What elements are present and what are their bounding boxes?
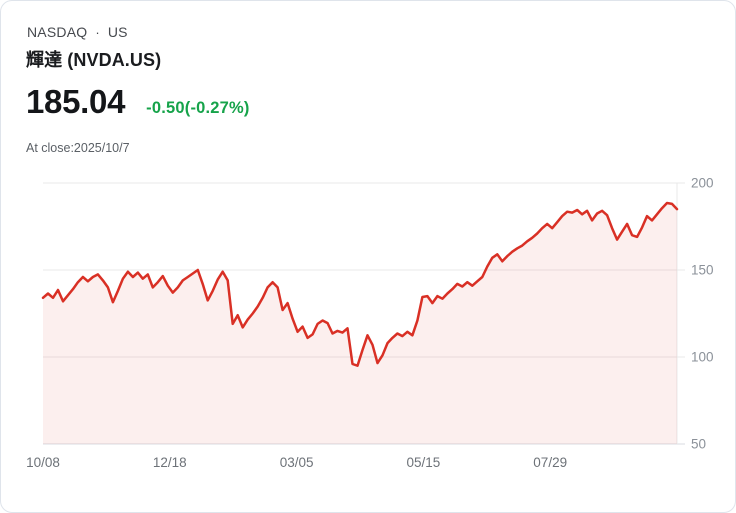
x-tick-label: 05/15 xyxy=(407,455,441,470)
last-price: 185.04 xyxy=(26,83,126,120)
exchange-row: NASDAQ · US xyxy=(27,24,128,40)
y-tick-label: 50 xyxy=(691,437,706,452)
exchange-label: NASDAQ xyxy=(27,24,88,40)
price-line xyxy=(41,201,679,367)
price-change: -0.50(-0.27%) xyxy=(146,99,250,117)
y-tick-label: 200 xyxy=(691,176,714,191)
separator-dot: · xyxy=(95,24,100,40)
stock-title: 輝達 (NVDA.US) xyxy=(26,50,162,70)
x-tick-label: 10/08 xyxy=(26,455,60,470)
y-tick-label: 100 xyxy=(691,350,714,365)
x-tick-label: 03/05 xyxy=(280,455,314,470)
y-tick-label: 150 xyxy=(691,263,714,278)
price-row: 185.04 -0.50(-0.27%) xyxy=(26,83,250,121)
region-label: US xyxy=(107,24,128,40)
close-info: At close:2025/10/7 xyxy=(26,141,130,155)
price-area-fill xyxy=(43,203,677,444)
x-tick-label: 12/18 xyxy=(153,455,187,470)
x-tick-label: 07/29 xyxy=(533,455,567,470)
